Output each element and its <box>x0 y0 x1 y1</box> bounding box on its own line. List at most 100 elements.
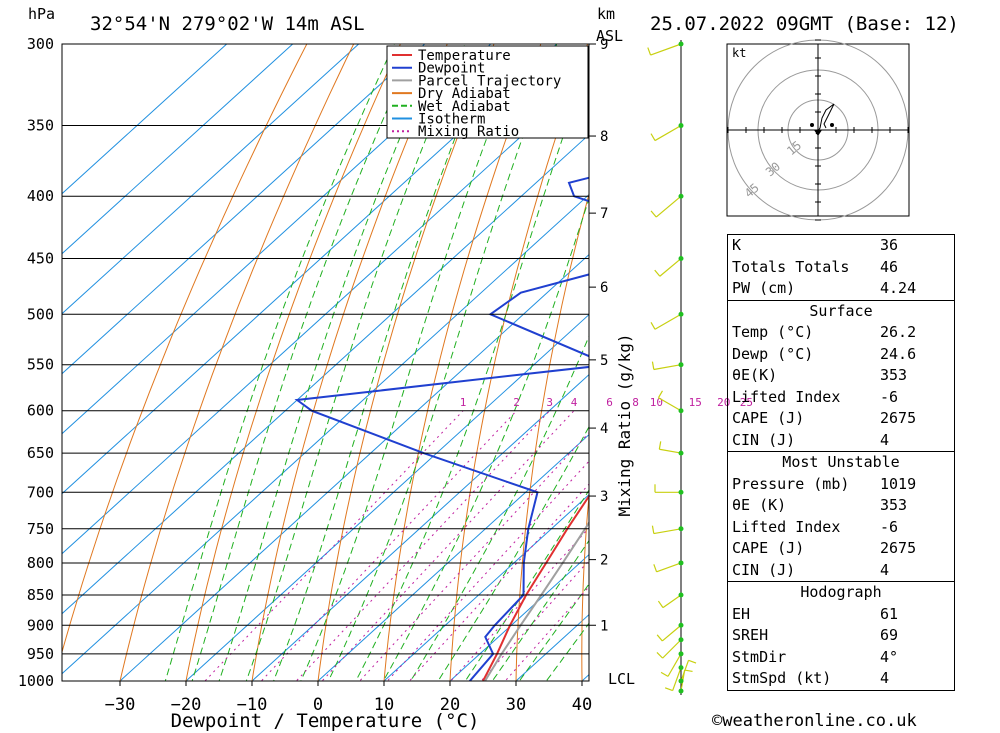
wind-barb-flag <box>647 47 652 56</box>
dry-adiabat-line <box>646 8 739 707</box>
mu-row: CIN (J) 4 <box>728 560 955 582</box>
wind-barb-flag <box>684 669 693 673</box>
isotherm-line <box>62 44 360 315</box>
wind-level-dot <box>678 123 684 129</box>
wind-barb-flag <box>656 652 664 659</box>
pressure-tick-label: 450 <box>27 250 54 268</box>
pressure-tick-label: 850 <box>27 586 54 604</box>
index-label: Totals Totals <box>732 257 850 276</box>
isotherm-line <box>62 193 589 675</box>
pressure-tick-label: 950 <box>27 645 54 663</box>
datetime-title: 25.07.2022 09GMT (Base: 12) <box>650 13 959 35</box>
dry-adiabat-line <box>581 490 589 681</box>
storm-motion-marker <box>814 130 822 136</box>
wind-barb <box>653 364 682 371</box>
mixing-ratio-line <box>408 483 589 681</box>
legend-label: Dry Adiabat <box>418 86 511 102</box>
index-row-k: K 36 <box>728 235 955 257</box>
wind-level-dot <box>678 41 684 47</box>
wind-barb <box>650 43 682 56</box>
wind-barb-flag <box>654 269 661 277</box>
index-row-pw: PW (cm) 4.24 <box>728 278 955 300</box>
wind-level-dot <box>678 622 684 628</box>
mu-row: CAPE (J) 2675 <box>728 538 955 560</box>
wind-barb <box>655 195 682 218</box>
index-value: 69 <box>880 626 899 644</box>
wind-level-dot <box>678 665 684 671</box>
legend-label: Isotherm <box>418 112 485 128</box>
wind-barb-flag <box>650 133 656 141</box>
legend-label: Parcel Trajectory <box>418 73 561 89</box>
index-value: 46 <box>880 257 899 276</box>
wind-level-dot <box>678 408 684 414</box>
wind-level-dot <box>678 489 684 495</box>
copyright-footer[interactable]: ©weatheronline.co.uk <box>712 711 917 731</box>
x-tick-label: 0 <box>313 695 323 715</box>
mixing-ratio-label: 4 <box>571 396 578 409</box>
height-tick-label: 6 <box>600 280 608 296</box>
index-label: θE (K) <box>732 496 787 514</box>
x-tick-label: −10 <box>237 695 268 715</box>
pressure-tick-label: 900 <box>27 616 54 634</box>
wet-adiabat-line <box>464 489 589 681</box>
dry-adiabat-line <box>185 44 401 681</box>
pressure-tick-label: 600 <box>27 402 54 420</box>
surface-row: Temp (°C) 26.2 <box>728 322 955 344</box>
index-label: StmDir <box>732 647 787 666</box>
height-tick-label: 7 <box>600 206 608 222</box>
index-label: CIN (J) <box>732 560 796 579</box>
isotherm-line <box>62 44 426 375</box>
wet-adiabat-line <box>491 539 589 681</box>
wind-barb <box>662 639 682 659</box>
mixing-ratio-line <box>321 410 575 681</box>
isotherm-line <box>185 313 589 681</box>
mixing-ratio-line <box>359 432 589 681</box>
wind-barb <box>662 594 682 609</box>
wind-level-dot <box>678 678 684 684</box>
legend-label: Temperature <box>418 48 511 64</box>
mixing-ratio-label: 1 <box>460 396 467 409</box>
index-value: 4° <box>880 647 899 666</box>
mixing-ratio-line <box>260 410 517 681</box>
wind-barb-flag <box>657 600 664 608</box>
mixing-ratio-line <box>295 410 551 681</box>
mu-row: Lifted Index -6 <box>728 517 955 539</box>
mu-row: θE (K) 353 <box>728 495 955 517</box>
index-label: PW (cm) <box>732 279 796 297</box>
wet-adiabat-line <box>382 197 589 681</box>
wind-barb <box>658 397 682 412</box>
wet-adiabat-line <box>410 334 589 681</box>
wind-barb <box>661 624 682 642</box>
surface-row: CAPE (J) 2675 <box>728 408 955 430</box>
hodo-row: StmSpd (kt) 4 <box>728 668 955 690</box>
isotherm-line <box>62 44 294 255</box>
index-label: Pressure (mb) <box>732 474 850 493</box>
surface-row: CIN (J) 4 <box>728 430 955 452</box>
index-label: Lifted Index <box>732 387 841 406</box>
surface-row: Dewp (°C) 24.6 <box>728 344 955 366</box>
index-value: 36 <box>880 236 899 254</box>
index-label: SREH <box>732 626 769 644</box>
surface-row: θE(K) 353 <box>728 365 955 387</box>
index-label: K <box>732 236 742 254</box>
index-label: Temp (°C) <box>732 323 814 341</box>
mixing-ratio-label: 6 <box>606 396 613 409</box>
hodo-row: SREH 69 <box>728 625 955 647</box>
legend-label: Wet Adiabat <box>418 99 511 115</box>
hodo-row: StmDir 4° <box>728 647 955 669</box>
wind-barb-flag <box>658 441 662 450</box>
hodograph-unit: kt <box>732 46 746 60</box>
height-tick-label: 3 <box>600 489 608 505</box>
wind-barb <box>659 448 682 454</box>
isotherm-line <box>449 553 589 681</box>
pressure-tick-label: 750 <box>27 520 54 538</box>
pressure-tick-label: 500 <box>27 305 54 323</box>
index-label: CAPE (J) <box>732 539 805 557</box>
hodograph-trace <box>815 103 835 135</box>
wet-adiabat-line <box>273 44 493 681</box>
isotherm-line <box>317 433 589 681</box>
wind-level-dot <box>678 311 684 317</box>
mixing-ratio-line <box>204 410 464 681</box>
wet-adiabat-line <box>218 44 441 681</box>
